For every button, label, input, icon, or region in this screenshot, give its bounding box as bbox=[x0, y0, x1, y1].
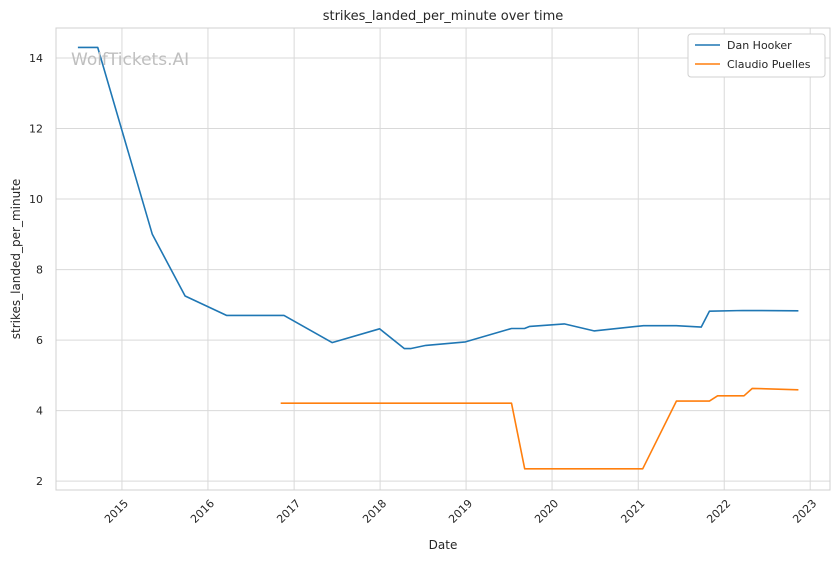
legend: Dan Hooker Claudio Puelles bbox=[687, 33, 826, 78]
series-line-dan-hooker bbox=[77, 46, 799, 350]
y-tick-label: 8 bbox=[36, 264, 43, 277]
x-tick-label: 2019 bbox=[446, 497, 475, 526]
plot-background bbox=[56, 28, 830, 490]
y-axis-label: strikes_landed_per_minute bbox=[9, 179, 23, 340]
x-tick-label: 2021 bbox=[618, 497, 647, 526]
legend-label-claudio-puelles: Claudio Puelles bbox=[727, 58, 811, 71]
legend-box bbox=[687, 33, 826, 78]
y-tick-label: 10 bbox=[29, 193, 43, 206]
y-tick-label: 12 bbox=[29, 123, 43, 136]
x-tick-labels: 2015 2016 2017 2018 2019 2020 2021 2022 2023 bbox=[102, 497, 819, 526]
x-tick-label: 2018 bbox=[360, 497, 389, 526]
x-tick-label: 2016 bbox=[188, 497, 217, 526]
y-tick-label: 14 bbox=[29, 52, 43, 65]
x-tick-label: 2022 bbox=[704, 497, 733, 526]
x-tick-label: 2015 bbox=[102, 497, 131, 526]
plot-frame bbox=[55, 27, 831, 491]
x-tick-label: 2020 bbox=[532, 497, 561, 526]
x-axis-label: Date bbox=[429, 538, 458, 552]
y-tick-label: 2 bbox=[36, 475, 43, 488]
legend-label-dan-hooker: Dan Hooker bbox=[727, 39, 792, 52]
x-grid bbox=[121, 28, 811, 490]
chart-title: strikes_landed_per_minute over time bbox=[323, 9, 564, 24]
y-grid bbox=[56, 57, 830, 482]
y-tick-label: 6 bbox=[36, 334, 43, 347]
x-tick-label: 2023 bbox=[790, 497, 819, 526]
series-line-claudio-puelles bbox=[280, 387, 799, 470]
watermark-text: WolfTickets.AI bbox=[71, 50, 189, 70]
series-layer bbox=[77, 46, 799, 470]
y-tick-label: 4 bbox=[36, 405, 43, 418]
x-tick-label: 2017 bbox=[274, 497, 303, 526]
y-tick-labels: 2 4 6 8 10 12 14 bbox=[29, 52, 43, 488]
